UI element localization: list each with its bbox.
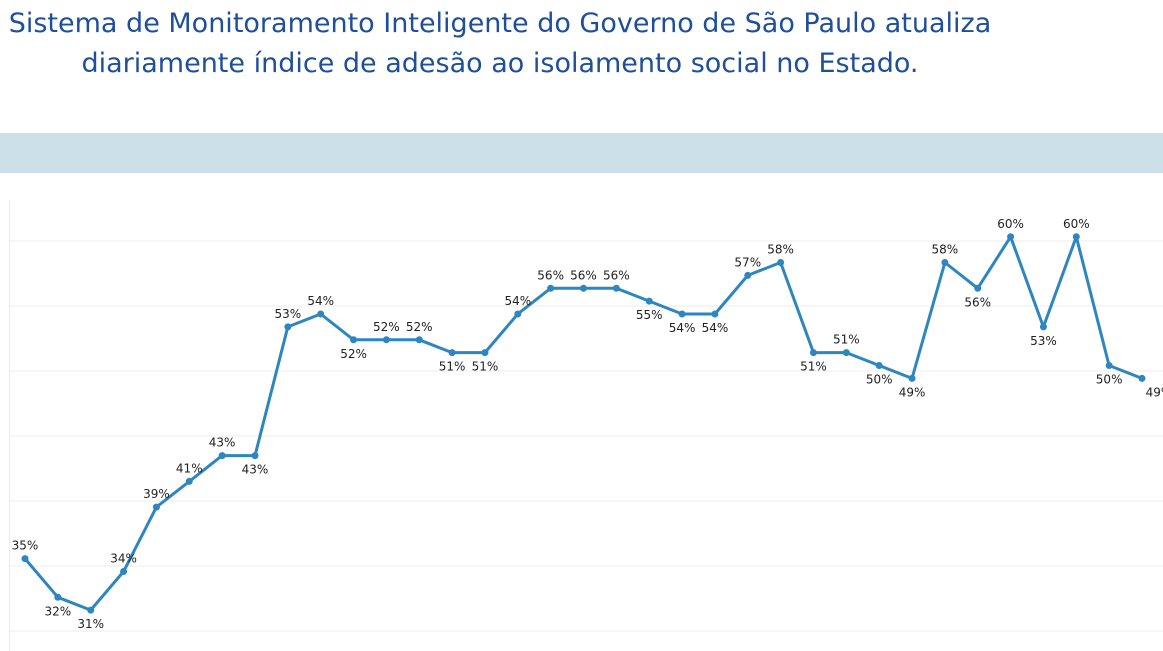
data-label: 53%: [274, 307, 301, 321]
data-point: [547, 284, 555, 292]
data-label: 53%: [1030, 334, 1057, 348]
data-label: 39%: [143, 487, 170, 501]
data-label: 34%: [110, 552, 137, 566]
series-line-group: [23, 235, 1143, 612]
data-point: [415, 336, 423, 344]
title-line-2: diariamente índice de adesão ao isolamen…: [81, 48, 919, 79]
data-label: 54%: [307, 294, 334, 308]
data-point: [1039, 323, 1047, 331]
data-point: [744, 271, 752, 279]
data-point: [1072, 233, 1080, 241]
data-label: 52%: [373, 320, 400, 334]
data-label: 58%: [932, 243, 959, 257]
data-label: 49%: [899, 385, 926, 399]
data-point: [54, 593, 62, 601]
data-point: [87, 606, 95, 614]
data-label: 56%: [537, 268, 564, 282]
data-point: [514, 310, 522, 318]
data-point: [1007, 233, 1015, 241]
data-label: 60%: [1063, 217, 1090, 231]
data-label: 60%: [997, 217, 1024, 231]
data-label: 35%: [12, 539, 39, 553]
data-label: 54%: [702, 321, 729, 335]
data-point: [777, 259, 785, 266]
data-point: [448, 349, 456, 357]
data-points: [21, 233, 1146, 614]
data-point: [120, 568, 128, 575]
data-label: 52%: [340, 347, 367, 361]
data-point: [21, 555, 29, 563]
data-label: 32%: [45, 604, 72, 618]
data-label: 54%: [669, 321, 696, 335]
data-point: [185, 477, 193, 485]
data-label: 51%: [472, 360, 499, 374]
data-label: 41%: [176, 461, 203, 475]
data-point: [612, 284, 620, 292]
data-point: [481, 349, 489, 357]
data-label: 56%: [603, 268, 630, 282]
title-line-1: Sistema de Monitoramento Inteligente do …: [8, 8, 992, 39]
adherence-line-chart: 35% 32% 31% 34% 39% 41% 43% 43% 53% 54% 52% 52% 52% 5…: [9, 200, 1163, 651]
data-point: [711, 310, 719, 318]
header-band: [0, 133, 1163, 173]
data-label: 56%: [570, 268, 597, 282]
data-point: [382, 336, 390, 344]
data-point: [218, 452, 226, 460]
data-point: [974, 284, 982, 292]
data-point: [908, 374, 916, 382]
data-point: [152, 503, 160, 511]
data-label: 51%: [439, 360, 466, 374]
data-point: [580, 284, 587, 292]
data-point: [317, 310, 325, 318]
data-point: [678, 310, 686, 318]
data-label: 56%: [964, 295, 991, 309]
data-labels: 35% 32% 31% 34% 39% 41% 43% 43% 53% 54% 52% 52% 52% 5…: [12, 217, 1163, 631]
data-label: 43%: [242, 463, 269, 477]
data-label: 58%: [767, 243, 794, 257]
data-point: [645, 297, 653, 305]
data-label: 43%: [209, 436, 236, 450]
data-point: [809, 349, 817, 357]
data-label: 52%: [406, 320, 433, 334]
data-point: [842, 349, 850, 357]
data-label: 49%: [1146, 385, 1163, 399]
data-label: 51%: [800, 360, 827, 374]
data-label: 50%: [866, 373, 893, 387]
grid-lines: [9, 200, 1163, 651]
data-label: 51%: [833, 333, 860, 347]
data-point: [284, 323, 292, 331]
data-label: 50%: [1096, 373, 1123, 387]
series-line: [23, 235, 1143, 612]
data-point: [875, 362, 883, 369]
data-label: 55%: [636, 308, 663, 322]
data-point: [350, 336, 358, 344]
data-label: 54%: [504, 294, 531, 308]
page-title: Sistema de Monitoramento Inteligente do …: [0, 4, 1000, 84]
data-label: 31%: [77, 617, 104, 631]
data-point: [1105, 362, 1113, 369]
data-point: [251, 452, 259, 460]
data-label: 57%: [734, 255, 761, 269]
data-point: [941, 259, 949, 266]
data-point: [1138, 374, 1146, 382]
